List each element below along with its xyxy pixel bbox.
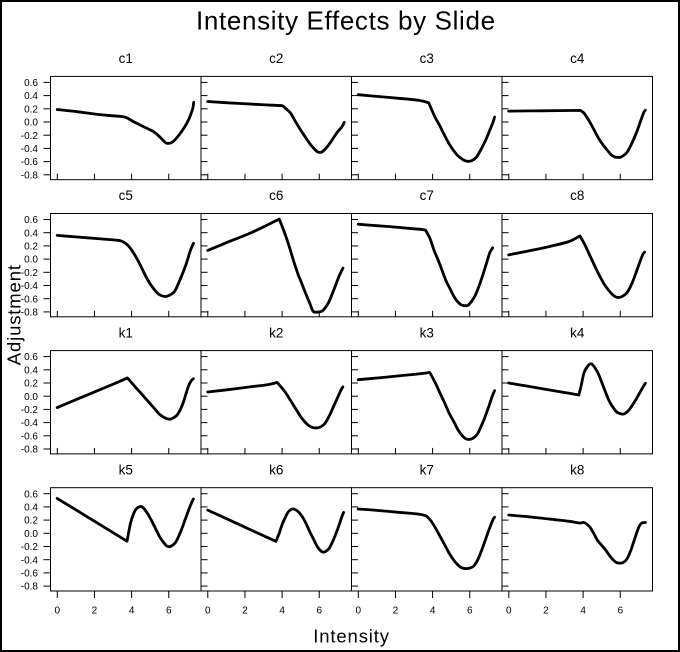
svg-text:0: 0 [356,606,362,617]
svg-text:-0.6: -0.6 [21,569,39,580]
svg-text:2: 2 [242,606,248,617]
svg-text:4: 4 [279,606,285,617]
svg-text:0.4: 0.4 [24,503,38,514]
svg-text:-0.8: -0.8 [21,308,39,319]
svg-text:0: 0 [506,606,512,617]
svg-text:0: 0 [55,606,61,617]
svg-text:0: 0 [205,606,211,617]
svg-text:0.0: 0.0 [24,392,38,403]
svg-text:k8: k8 [570,462,584,477]
svg-text:0.6: 0.6 [24,489,38,500]
svg-text:k3: k3 [420,325,434,340]
svg-text:0.4: 0.4 [24,365,38,376]
svg-text:-0.6: -0.6 [21,294,39,305]
svg-text:2: 2 [92,606,98,617]
svg-text:0.2: 0.2 [24,242,38,253]
svg-text:c4: c4 [570,51,585,66]
svg-text:-0.6: -0.6 [21,157,39,168]
svg-text:k5: k5 [119,462,133,477]
svg-text:k6: k6 [269,462,283,477]
svg-text:6: 6 [617,606,623,617]
svg-text:-0.8: -0.8 [21,582,39,593]
svg-text:6: 6 [166,606,172,617]
svg-text:c8: c8 [570,188,584,203]
svg-text:k2: k2 [269,325,283,340]
svg-text:0.6: 0.6 [24,215,38,226]
svg-text:6: 6 [316,606,322,617]
svg-text:k1: k1 [119,325,133,340]
svg-text:0.0: 0.0 [24,255,38,266]
svg-text:c3: c3 [420,51,434,66]
svg-text:c5: c5 [119,188,133,203]
svg-text:k4: k4 [570,325,585,340]
svg-text:k7: k7 [420,462,434,477]
svg-text:c1: c1 [119,51,133,66]
svg-text:-0.8: -0.8 [21,445,39,456]
svg-text:6: 6 [467,606,473,617]
svg-text:0.4: 0.4 [24,91,38,102]
svg-text:-0.6: -0.6 [21,431,39,442]
svg-text:Intensity Effects by Slide: Intensity Effects by Slide [196,6,496,36]
svg-text:Adjustment: Adjustment [3,264,24,365]
svg-text:-0.4: -0.4 [21,281,39,292]
svg-text:-0.2: -0.2 [21,405,39,416]
svg-text:2: 2 [393,606,399,617]
svg-text:2: 2 [543,606,549,617]
svg-text:-0.2: -0.2 [21,268,39,279]
svg-text:c2: c2 [269,51,283,66]
svg-text:0.6: 0.6 [24,78,38,89]
svg-text:-0.8: -0.8 [21,170,39,181]
svg-text:c7: c7 [420,188,434,203]
svg-text:-0.4: -0.4 [21,418,39,429]
svg-text:4: 4 [580,606,586,617]
svg-text:0.0: 0.0 [24,118,38,129]
svg-text:0.4: 0.4 [24,228,38,239]
svg-text:0.6: 0.6 [24,352,38,363]
svg-text:Intensity: Intensity [313,625,390,646]
svg-text:4: 4 [129,606,135,617]
svg-text:0.0: 0.0 [24,529,38,540]
svg-text:-0.2: -0.2 [21,542,39,553]
svg-text:-0.2: -0.2 [21,131,39,142]
svg-text:c6: c6 [269,188,283,203]
svg-text:0.2: 0.2 [24,516,38,527]
svg-text:0.2: 0.2 [24,104,38,115]
svg-text:0.2: 0.2 [24,379,38,390]
svg-text:4: 4 [430,606,436,617]
svg-text:-0.4: -0.4 [21,144,39,155]
svg-text:-0.4: -0.4 [21,555,39,566]
